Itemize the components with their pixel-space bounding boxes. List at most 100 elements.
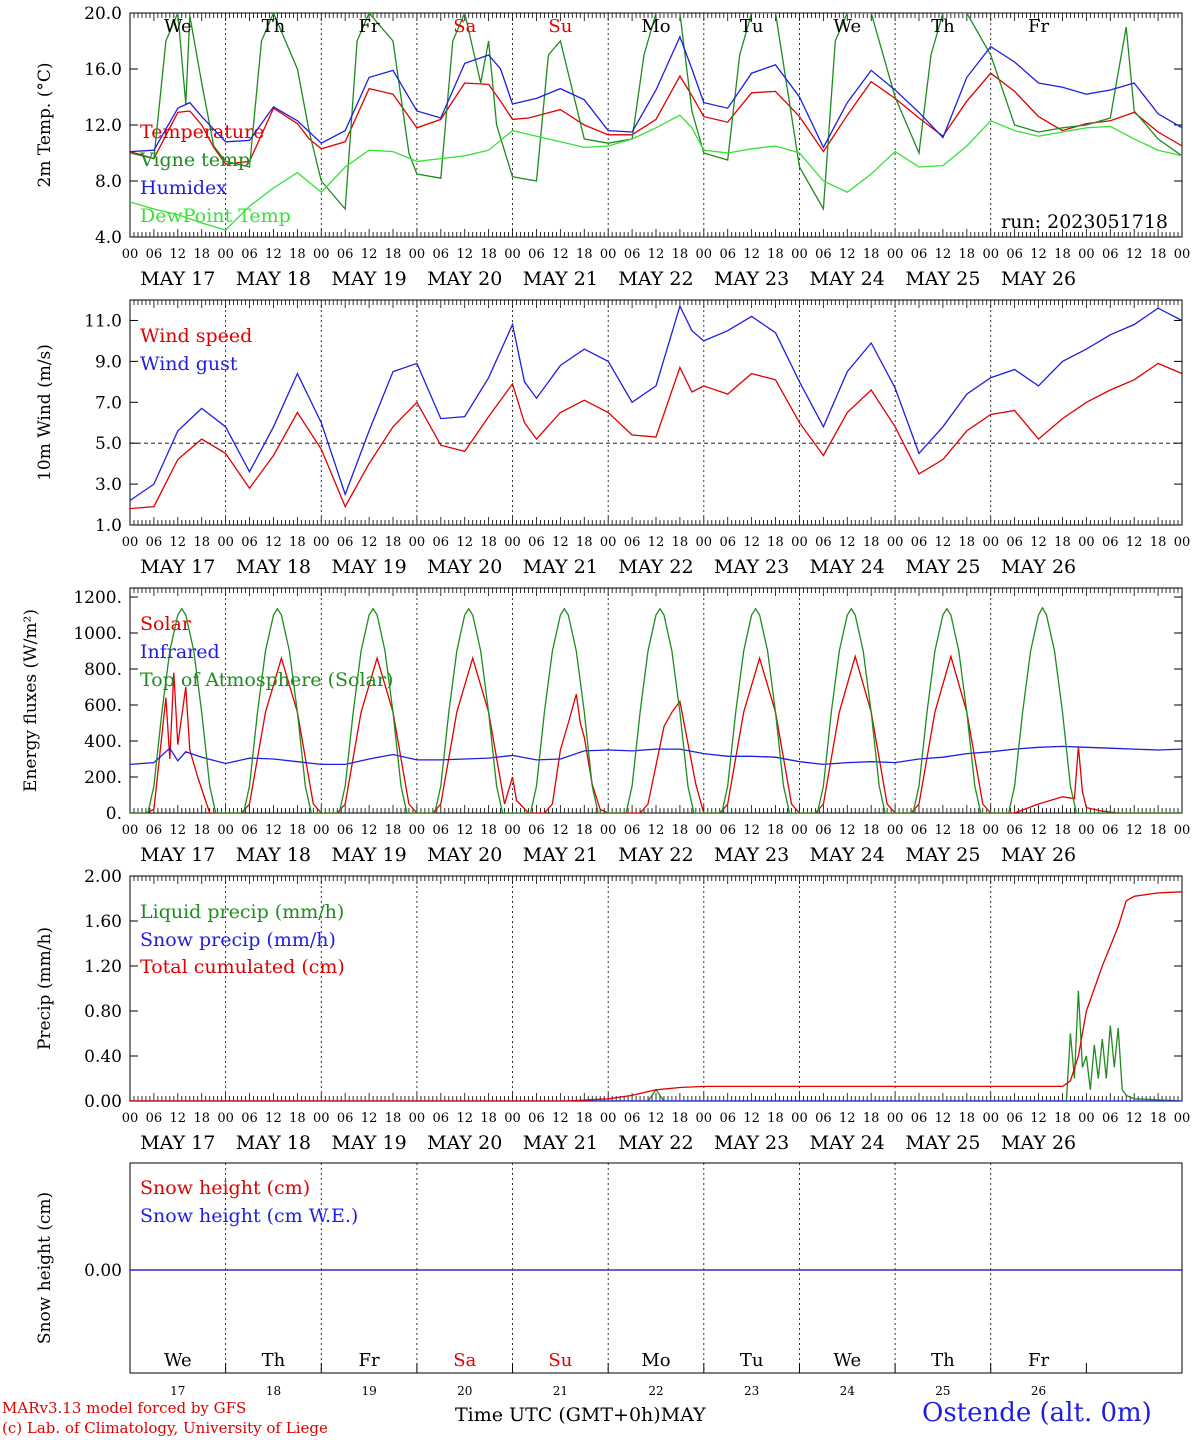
hour-label: 06: [911, 823, 928, 838]
y-tick-label: 1.20: [84, 957, 122, 977]
hour-label: 12: [552, 823, 569, 838]
series-line-3: [130, 35, 1182, 153]
hour-label: 06: [1006, 247, 1023, 262]
hour-label: 00: [313, 823, 330, 838]
date-label: MAY 26: [1001, 844, 1076, 866]
hour-label: 18: [672, 823, 689, 838]
hour-label: 06: [624, 823, 641, 838]
y-tick-label: 1000.: [73, 624, 122, 644]
weekday-label: We: [833, 1350, 861, 1371]
hour-label: 12: [839, 1111, 856, 1126]
hour-label: 00: [982, 823, 999, 838]
hour-label: 18: [576, 535, 593, 550]
y-tick-label: 1.60: [84, 912, 122, 932]
weekday-label: Th: [262, 16, 286, 37]
y-tick-label: 1.0: [95, 516, 122, 536]
hour-label: 12: [1126, 247, 1143, 262]
run-label: run: 2023051718: [1001, 211, 1168, 233]
hour-label: 12: [648, 823, 665, 838]
hour-label: 00: [982, 1111, 999, 1126]
hour-label: 18: [576, 247, 593, 262]
hour-label: 00: [1078, 823, 1095, 838]
date-label: MAY 25: [905, 556, 980, 578]
day-number: 17: [170, 1384, 185, 1398]
hour-label: 06: [337, 823, 354, 838]
legend-entry: Solar: [140, 613, 192, 635]
weekday-label: Fr: [1028, 16, 1049, 37]
hour-label: 12: [265, 1111, 282, 1126]
hour-label: 12: [935, 535, 952, 550]
legend-entry: Infrared: [140, 641, 220, 663]
credit-line: (c) Lab. of Climatology, University of L…: [2, 1419, 328, 1437]
hour-label: 06: [1006, 823, 1023, 838]
series-line-3: [130, 606, 1182, 813]
y-tick-label: 0.: [106, 804, 122, 824]
series-line-1: [130, 654, 1182, 813]
weekday-label: Fr: [359, 16, 380, 37]
hour-label: 00: [409, 247, 426, 262]
hour-label: 00: [313, 247, 330, 262]
series-line-2: [130, 304, 1182, 502]
date-label: MAY 20: [427, 556, 502, 578]
hour-label: 18: [1150, 535, 1167, 550]
weekday-label: Th: [931, 16, 955, 37]
hour-label: 00: [409, 535, 426, 550]
y-tick-label: 8.0: [95, 172, 122, 192]
hour-label: 18: [959, 823, 976, 838]
weekday-label: Sa: [453, 1350, 476, 1371]
date-label: MAY 18: [236, 268, 311, 290]
hour-label: 18: [672, 247, 689, 262]
date-label: MAY 25: [905, 268, 980, 290]
weekday-label: Tu: [740, 1350, 764, 1371]
time-axis-label: Time UTC (GMT+0h): [455, 1404, 661, 1426]
panel-2: 1.0 3.0 5.0 7.0 9.0 11.0 10m Wind (m/s) Wind sp…: [35, 299, 1190, 578]
hour-label: 18: [1150, 247, 1167, 262]
hour-label: 00: [313, 535, 330, 550]
hour-label: 18: [959, 1111, 976, 1126]
hour-label: 00: [313, 1111, 330, 1126]
hour-label: 12: [456, 535, 473, 550]
weekday-label: Sa: [453, 16, 476, 37]
hour-label: 12: [1030, 535, 1047, 550]
hour-label: 12: [743, 535, 760, 550]
hour-label: 12: [743, 247, 760, 262]
month-label: MAY: [660, 1404, 706, 1426]
y-axis-label: 2m Temp. (°C): [35, 62, 55, 187]
hour-label: 12: [1126, 823, 1143, 838]
weekday-label: We: [833, 16, 861, 37]
hour-label: 06: [815, 535, 832, 550]
hour-label: 06: [719, 1111, 736, 1126]
hour-label: 12: [361, 823, 378, 838]
y-axis-label: Snow height (cm): [35, 1192, 55, 1344]
date-label: MAY 24: [810, 844, 885, 866]
hour-label: 12: [648, 1111, 665, 1126]
y-tick-label: 800.: [84, 660, 122, 680]
legend-entry: Top of Atmosphere (Solar): [140, 669, 393, 691]
y-tick-label: 0.40: [84, 1047, 122, 1067]
hour-label: 18: [863, 823, 880, 838]
date-label: MAY 17: [140, 556, 215, 578]
hour-label: 12: [361, 535, 378, 550]
hour-label: 00: [600, 823, 617, 838]
legend-entry: Snow height (cm W.E.): [140, 1205, 358, 1227]
hour-label: 12: [839, 247, 856, 262]
hour-label: 06: [624, 1111, 641, 1126]
hour-label: 00: [696, 1111, 713, 1126]
weekday-label: Mo: [641, 1350, 670, 1371]
hour-label: 12: [839, 535, 856, 550]
day-number: 21: [553, 1384, 568, 1398]
hour-label: 06: [719, 247, 736, 262]
hour-label: 00: [122, 1111, 139, 1126]
date-label: MAY 17: [140, 844, 215, 866]
hour-label: 00: [122, 535, 139, 550]
date-label: MAY 17: [140, 268, 215, 290]
date-label: MAY 18: [236, 556, 311, 578]
hour-label: 06: [624, 535, 641, 550]
series-line-1: [130, 990, 1182, 1101]
y-tick-label: 200.: [84, 768, 122, 788]
hour-label: 00: [887, 1111, 904, 1126]
hour-label: 00: [217, 535, 234, 550]
date-label: MAY 26: [1001, 1132, 1076, 1154]
hour-label: 12: [1126, 535, 1143, 550]
